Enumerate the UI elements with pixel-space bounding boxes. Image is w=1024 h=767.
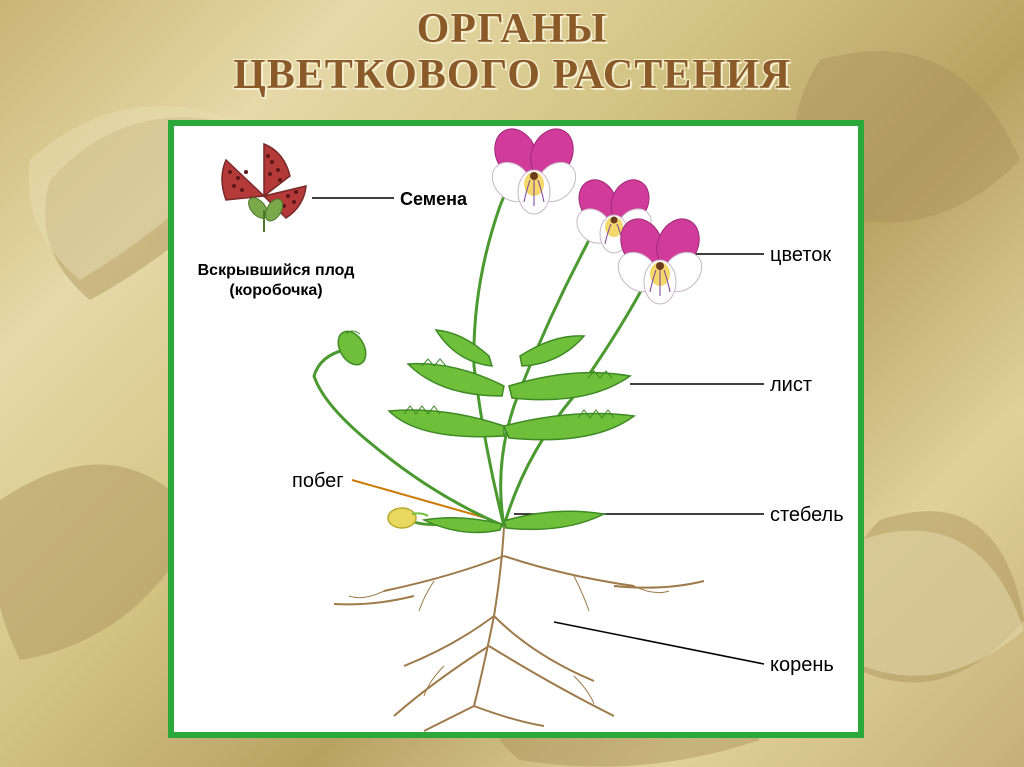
label-leaf: лист — [770, 374, 812, 397]
flower-1 — [484, 126, 583, 214]
label-flower: цветок — [770, 244, 831, 267]
slide-title: ОРГАНЫ ЦВЕТКОВОГО РАСТЕНИЯ — [0, 0, 1024, 98]
title-line-2: ЦВЕТКОВОГО РАСТЕНИЯ — [0, 52, 1024, 98]
label-shoot: побег — [292, 470, 344, 493]
flower-3 — [610, 212, 709, 304]
diagram: Семена Вскрывшийся плод (коробочка) цвет… — [174, 126, 858, 732]
plant-illustration — [174, 126, 858, 732]
shoot-leader — [352, 480, 486, 518]
label-seeds: Семена — [400, 189, 467, 210]
label-capsule-1: Вскрывшийся плод — [186, 262, 366, 280]
leaves — [389, 330, 634, 440]
seed-capsule — [222, 144, 306, 232]
diagram-frame: Семена Вскрывшийся плод (коробочка) цвет… — [168, 120, 864, 738]
label-capsule-2: (коробочка) — [186, 282, 366, 300]
label-stem: стебель — [770, 504, 844, 527]
roots — [334, 526, 704, 731]
bud-left — [333, 326, 372, 369]
title-line-1: ОРГАНЫ — [0, 6, 1024, 52]
label-root: корень — [770, 654, 834, 677]
